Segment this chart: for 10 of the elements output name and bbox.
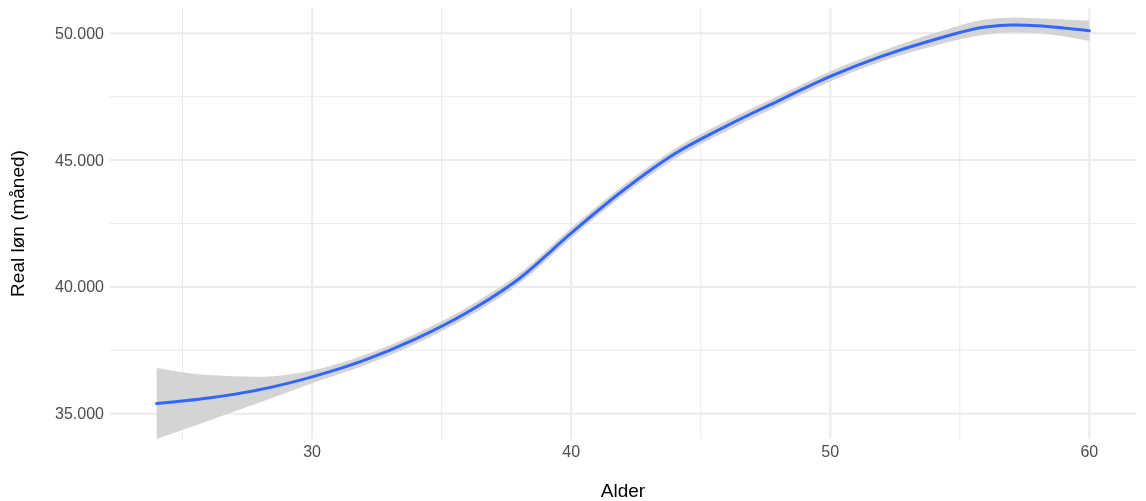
y-tick-label: 35.000 — [55, 405, 105, 423]
x-tick-label: 40 — [562, 443, 581, 460]
x-tick-label: 60 — [1080, 443, 1099, 460]
y-tick-label: 50.000 — [55, 24, 105, 42]
x-tick-label: 50 — [821, 443, 840, 460]
y-axis-title: Real løn (måned) — [7, 150, 28, 297]
x-axis-title: Alder — [600, 480, 646, 501]
y-tick-label: 45.000 — [55, 151, 105, 169]
x-tick-label: 30 — [303, 443, 322, 460]
y-tick-label: 40.000 — [55, 278, 105, 296]
